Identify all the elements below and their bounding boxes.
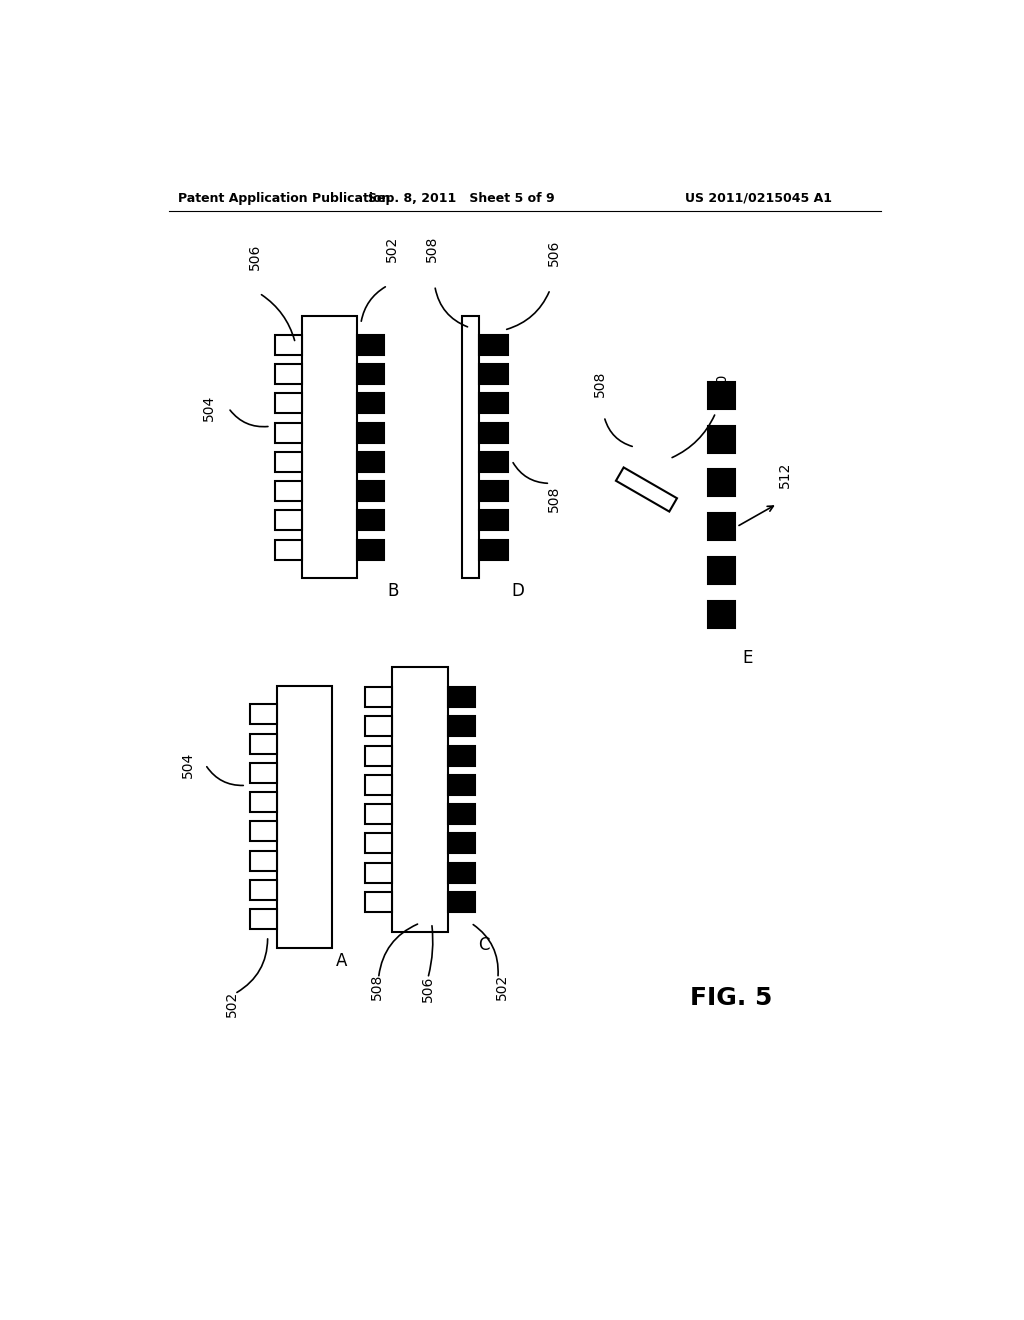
- Text: 502: 502: [385, 236, 398, 263]
- Text: Sep. 8, 2011   Sheet 5 of 9: Sep. 8, 2011 Sheet 5 of 9: [369, 191, 555, 205]
- Bar: [357, 540, 384, 560]
- Text: Patent Application Publication: Patent Application Publication: [178, 191, 391, 205]
- Text: 502: 502: [225, 991, 240, 1016]
- Text: FIG. 5: FIG. 5: [690, 986, 772, 1010]
- Bar: [366, 892, 392, 912]
- Text: 508: 508: [425, 236, 439, 263]
- Text: 506: 506: [248, 244, 262, 271]
- Bar: [478, 422, 508, 442]
- Text: E: E: [742, 649, 753, 667]
- Bar: [447, 862, 475, 883]
- Bar: [357, 393, 384, 413]
- Bar: [357, 422, 384, 442]
- Bar: [357, 335, 384, 355]
- Text: 512: 512: [778, 462, 792, 488]
- Bar: [366, 804, 392, 824]
- Text: 506: 506: [547, 240, 561, 267]
- Bar: [478, 364, 508, 384]
- Bar: [276, 686, 333, 948]
- Bar: [708, 513, 735, 540]
- Bar: [478, 480, 508, 502]
- Text: D: D: [512, 582, 524, 599]
- Bar: [708, 470, 735, 496]
- Bar: [708, 381, 735, 409]
- Text: 504: 504: [181, 751, 196, 777]
- Bar: [274, 335, 301, 355]
- Bar: [357, 364, 384, 384]
- Bar: [357, 511, 384, 531]
- Bar: [250, 792, 276, 812]
- Bar: [301, 317, 357, 578]
- Bar: [447, 833, 475, 853]
- Bar: [392, 667, 447, 932]
- Text: A: A: [336, 952, 347, 969]
- Text: 508: 508: [370, 974, 384, 1001]
- Bar: [250, 909, 276, 929]
- Bar: [478, 451, 508, 471]
- Bar: [250, 850, 276, 871]
- Text: 508: 508: [547, 486, 561, 512]
- Bar: [708, 557, 735, 585]
- Bar: [708, 425, 735, 453]
- Bar: [616, 467, 677, 512]
- Bar: [447, 717, 475, 737]
- Text: 502: 502: [495, 974, 509, 1001]
- Bar: [250, 763, 276, 783]
- Bar: [274, 451, 301, 471]
- Bar: [250, 821, 276, 841]
- Bar: [366, 746, 392, 766]
- Bar: [447, 775, 475, 795]
- Bar: [708, 601, 735, 628]
- Bar: [366, 717, 392, 737]
- Bar: [478, 540, 508, 560]
- Bar: [478, 511, 508, 531]
- Bar: [250, 734, 276, 754]
- Bar: [478, 393, 508, 413]
- Text: 504: 504: [202, 395, 216, 421]
- Text: B: B: [388, 582, 399, 599]
- Bar: [366, 775, 392, 795]
- Bar: [366, 833, 392, 853]
- Bar: [447, 686, 475, 708]
- Bar: [274, 393, 301, 413]
- Bar: [478, 335, 508, 355]
- Bar: [357, 451, 384, 471]
- Bar: [366, 862, 392, 883]
- Text: 506: 506: [421, 975, 435, 1002]
- Bar: [357, 480, 384, 502]
- Bar: [447, 746, 475, 766]
- Bar: [274, 511, 301, 531]
- Bar: [274, 480, 301, 502]
- Text: US 2011/0215045 A1: US 2011/0215045 A1: [685, 191, 831, 205]
- Bar: [274, 422, 301, 442]
- Text: 508: 508: [593, 371, 607, 397]
- Bar: [250, 880, 276, 900]
- Bar: [447, 892, 475, 912]
- Bar: [447, 804, 475, 824]
- Bar: [366, 686, 392, 708]
- Bar: [250, 705, 276, 725]
- Bar: [274, 540, 301, 560]
- Text: 510: 510: [715, 372, 729, 399]
- Text: C: C: [478, 936, 490, 954]
- Bar: [274, 364, 301, 384]
- Bar: [462, 317, 478, 578]
